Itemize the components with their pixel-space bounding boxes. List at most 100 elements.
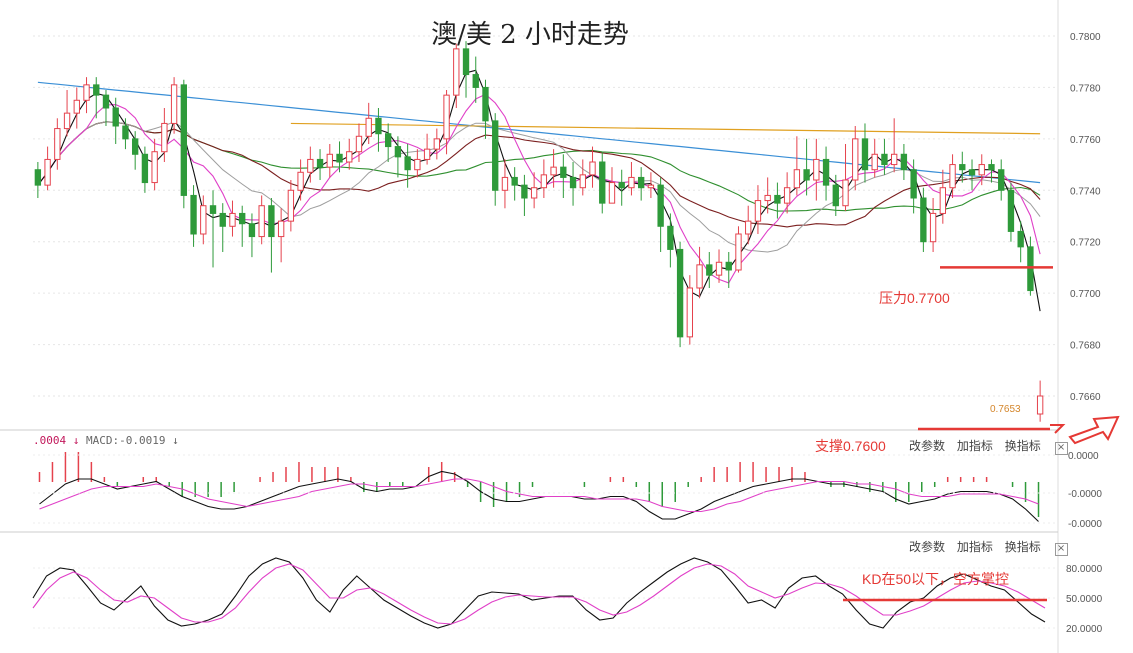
candlesticks	[34, 41, 1044, 422]
y-tick-label: 0.7740	[1070, 186, 1101, 197]
macd-panel: 0.0000 -0.0000 -0.0000	[33, 451, 1102, 530]
candle-body	[822, 158, 830, 186]
y-tick-label: 0.7680	[1070, 341, 1101, 352]
y-tick-label: 0.7720	[1070, 238, 1101, 249]
candle-body	[754, 200, 762, 222]
y-tick-label: -0.0000	[1068, 519, 1102, 530]
candle-body	[657, 184, 664, 227]
candle-body	[170, 84, 178, 124]
candle-body	[1007, 189, 1015, 232]
arrow-icon	[1068, 415, 1120, 445]
kd-toolbar: 改参数 加指标 换指标 ×	[909, 538, 1076, 556]
support-label: 支撑0.7600	[815, 438, 886, 454]
candle-body	[637, 176, 645, 189]
candle-body	[861, 138, 869, 171]
candle-body	[394, 146, 402, 158]
kd-panel: 80.0000 50.0000 20.0000	[32, 557, 1103, 635]
candle-body	[239, 212, 246, 225]
edit-params-button[interactable]: 改参数	[909, 540, 946, 554]
candle-body	[190, 194, 197, 235]
annotation-marks	[843, 266, 1120, 602]
candle-body	[783, 187, 791, 204]
candle-body	[715, 261, 723, 276]
candle-body	[209, 205, 217, 214]
candle-body	[73, 99, 80, 114]
candle-body	[774, 194, 781, 204]
candle-body	[881, 153, 888, 166]
price-axis: 0.7800 0.7780 0.7760 0.7740 0.7720 0.7700 0.76…	[0, 0, 1101, 653]
candle-body	[83, 84, 90, 101]
candle-body	[832, 184, 839, 207]
y-tick-label: 80.0000	[1066, 564, 1103, 575]
candle-body	[910, 169, 917, 199]
candle-body	[511, 176, 518, 186]
candle-body	[297, 171, 304, 191]
swap-indicator-button[interactable]: 换指标	[1004, 540, 1041, 554]
candle-body	[735, 233, 742, 271]
candle-body	[443, 94, 450, 140]
candle-body	[560, 166, 567, 178]
y-tick-label: 0.7780	[1070, 83, 1101, 94]
dif-line	[39, 470, 1039, 522]
candle-body	[706, 264, 713, 276]
ma20-line	[37, 121, 1041, 253]
candle-body	[803, 169, 810, 181]
close-icon[interactable]: ×	[1054, 442, 1068, 455]
candle-body	[676, 248, 684, 338]
candle-body	[978, 164, 985, 176]
candle-body	[102, 94, 110, 109]
candle-body	[968, 169, 976, 176]
y-tick-label: 0.7760	[1070, 135, 1101, 146]
macd-legend: .0004 ↓ MACD:-0.0019 ↓	[33, 434, 179, 447]
candle-body	[277, 220, 285, 238]
candle-body	[219, 212, 226, 227]
candle-body	[589, 161, 596, 176]
add-indicator-button[interactable]: 加指标	[956, 540, 993, 554]
add-indicator-button[interactable]: 加指标	[956, 439, 993, 453]
macd-value: MACD:-0.0019 ↓	[85, 434, 179, 447]
candle-body	[793, 169, 801, 189]
candle-body	[579, 174, 586, 189]
edit-params-button[interactable]: 改参数	[909, 439, 946, 453]
candle-body	[920, 197, 927, 243]
candle-body	[1017, 230, 1024, 248]
y-tick-label: 20.0000	[1066, 624, 1103, 635]
candle-body	[180, 84, 188, 196]
candle-body	[1036, 395, 1044, 415]
candle-body	[336, 153, 343, 163]
swap-indicator-button[interactable]: 换指标	[1004, 439, 1041, 453]
candle-body	[890, 153, 898, 166]
candle-body	[462, 48, 470, 76]
candle-body	[852, 138, 859, 181]
candle-body	[248, 223, 256, 238]
last-price-tag: 0.7653	[990, 404, 1021, 415]
candle-body	[112, 107, 119, 127]
candle-body	[569, 176, 577, 189]
candle-body	[229, 212, 236, 227]
candle-body	[34, 169, 42, 186]
candle-body	[618, 182, 625, 189]
chart-title: 澳/美 2 小时走势	[431, 20, 629, 50]
candle-body	[472, 74, 479, 88]
candle-body	[530, 187, 538, 199]
y-tick-label: -0.0000	[1068, 489, 1102, 500]
candle-body	[404, 156, 411, 171]
candle-body	[608, 182, 616, 204]
chart-grid	[33, 35, 1058, 397]
candle-body	[939, 187, 947, 214]
candle-body	[998, 169, 1005, 191]
candle-body	[268, 205, 275, 238]
candle-body	[550, 166, 557, 176]
candle-body	[54, 128, 61, 160]
candle-body	[375, 117, 382, 135]
candle-body	[647, 184, 655, 189]
candle-body	[686, 287, 694, 338]
close-icon[interactable]: ×	[1054, 543, 1068, 556]
candle-body	[501, 176, 509, 191]
candle-body	[161, 122, 168, 153]
candle-body	[355, 135, 363, 153]
y-tick-label: 0.7800	[1070, 32, 1101, 43]
macd-toolbar: 改参数 加指标 换指标 ×	[909, 437, 1076, 455]
candle-body	[151, 151, 158, 184]
